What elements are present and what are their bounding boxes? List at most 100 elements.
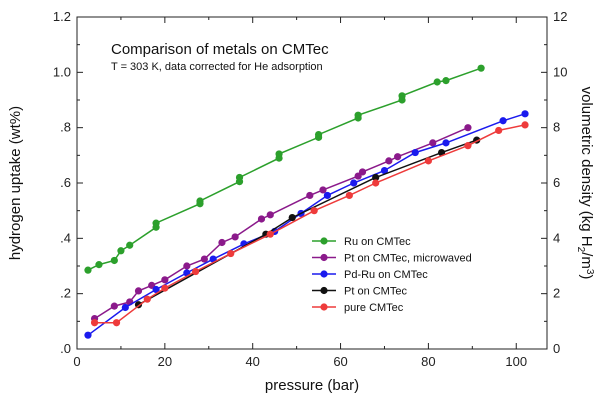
y-tick-label: .4 bbox=[60, 230, 71, 245]
data-point bbox=[161, 284, 169, 292]
data-point bbox=[385, 157, 393, 165]
legend-label: Pt on CMTec bbox=[344, 286, 407, 298]
y2-tick-label: 8 bbox=[553, 120, 560, 135]
series-line bbox=[87, 67, 482, 271]
data-point bbox=[288, 213, 296, 222]
data-point bbox=[429, 139, 437, 147]
axis-ticks: 0 20 40 60 80 100 .0 .2 .4 .6 .8 1.0 1.2 0 2 4 6 8 10 12 bbox=[53, 9, 568, 369]
y2-axis-title: volumetric density (kg H2/m3) bbox=[575, 87, 595, 280]
data-point bbox=[411, 148, 419, 157]
y2-axis-title-part: /m bbox=[578, 252, 595, 269]
data-point bbox=[275, 150, 283, 158]
x-tick-label: 40 bbox=[245, 354, 259, 369]
data-point bbox=[310, 207, 318, 215]
x-tick-label: 0 bbox=[73, 354, 80, 369]
data-point bbox=[323, 191, 331, 200]
data-point bbox=[345, 191, 353, 200]
y2-tick-label: 6 bbox=[553, 175, 560, 190]
data-point bbox=[110, 302, 118, 310]
x-tick-label: 80 bbox=[421, 354, 435, 369]
legend-item: pure CMTec bbox=[312, 302, 404, 314]
data-point bbox=[231, 233, 239, 241]
data-point bbox=[350, 179, 358, 187]
legend-label: Pt on CMTec, microwaved bbox=[344, 253, 472, 265]
y-tick-label: .2 bbox=[60, 286, 71, 301]
data-point bbox=[183, 262, 191, 270]
data-point bbox=[112, 319, 121, 327]
y2-axis-title-part: volumetric density (kg H bbox=[578, 87, 595, 247]
legend-item: Pt on CMTec bbox=[312, 286, 407, 298]
data-point bbox=[306, 191, 314, 200]
data-point bbox=[266, 211, 274, 219]
y2-tick-label: 0 bbox=[553, 341, 560, 356]
data-point bbox=[372, 173, 380, 182]
legend-label: pure CMTec bbox=[344, 302, 404, 314]
series-pt-on-cmtec-microwaved bbox=[90, 124, 472, 323]
series-ru-on-cmtec bbox=[84, 64, 485, 274]
data-point bbox=[84, 266, 92, 274]
data-point bbox=[117, 247, 125, 255]
y2-axis-title-part: 2 bbox=[575, 247, 586, 253]
data-point bbox=[499, 117, 507, 125]
data-point bbox=[521, 110, 529, 118]
data-point bbox=[319, 186, 327, 194]
legend-label: Ru on CMTec bbox=[344, 236, 411, 248]
y2-tick-label: 10 bbox=[553, 64, 567, 79]
data-point bbox=[196, 197, 204, 205]
x-axis-title: pressure (bar) bbox=[265, 377, 359, 394]
y-axis-title: hydrogen uptake (wt%) bbox=[7, 106, 24, 260]
data-point bbox=[464, 142, 472, 150]
data-point bbox=[95, 261, 103, 269]
data-point bbox=[394, 153, 402, 161]
data-point bbox=[442, 77, 450, 85]
y-tick-label: .0 bbox=[60, 341, 71, 356]
y2-tick-label: 4 bbox=[553, 230, 560, 245]
y-tick-label: 1.2 bbox=[53, 9, 71, 24]
data-point bbox=[442, 139, 450, 147]
chart-title: Comparison of metals on CMTec bbox=[111, 41, 329, 58]
data-point bbox=[257, 215, 266, 223]
x-tick-label: 100 bbox=[505, 354, 527, 369]
y2-axis-title-part: 3 bbox=[584, 269, 595, 275]
x-tick-label: 20 bbox=[158, 354, 172, 369]
data-point bbox=[200, 255, 208, 263]
legend-marker bbox=[320, 303, 328, 311]
data-point bbox=[314, 130, 323, 139]
y-tick-label: .8 bbox=[60, 120, 71, 135]
legend-item: Pt on CMTec, microwaved bbox=[312, 253, 472, 265]
legend-label: Pd-Ru on CMTec bbox=[344, 269, 428, 281]
data-point bbox=[152, 219, 160, 227]
legend-item: Ru on CMTec bbox=[312, 236, 411, 248]
x-tick-label: 60 bbox=[333, 354, 347, 369]
data-point bbox=[152, 285, 160, 294]
legend-marker bbox=[320, 253, 328, 262]
y-tick-label: .6 bbox=[60, 175, 71, 190]
legend-item: Pd-Ru on CMTec bbox=[312, 269, 428, 281]
data-point bbox=[84, 331, 92, 339]
data-point bbox=[235, 173, 244, 182]
y2-tick-label: 12 bbox=[553, 9, 567, 24]
data-point bbox=[380, 166, 389, 175]
data-point bbox=[90, 319, 99, 327]
data-marks bbox=[84, 64, 529, 339]
data-point bbox=[110, 256, 118, 265]
legend-marker bbox=[320, 237, 328, 245]
y2-tick-label: 2 bbox=[553, 286, 560, 301]
data-point bbox=[126, 241, 134, 249]
legend-marker bbox=[320, 270, 328, 278]
data-point bbox=[358, 168, 367, 176]
data-point bbox=[227, 249, 235, 258]
series-pd-ru-on-cmtec bbox=[84, 110, 529, 339]
data-point bbox=[191, 267, 200, 276]
data-point bbox=[266, 230, 274, 238]
data-point bbox=[354, 111, 362, 119]
legend-marker bbox=[320, 286, 328, 295]
chart-subtitle: T = 303 K, data corrected for He adsorpt… bbox=[111, 61, 323, 73]
data-point bbox=[433, 78, 441, 86]
data-point bbox=[134, 287, 143, 295]
data-point bbox=[424, 157, 433, 165]
data-point bbox=[398, 92, 406, 100]
data-point bbox=[521, 121, 529, 129]
data-point bbox=[161, 276, 169, 284]
